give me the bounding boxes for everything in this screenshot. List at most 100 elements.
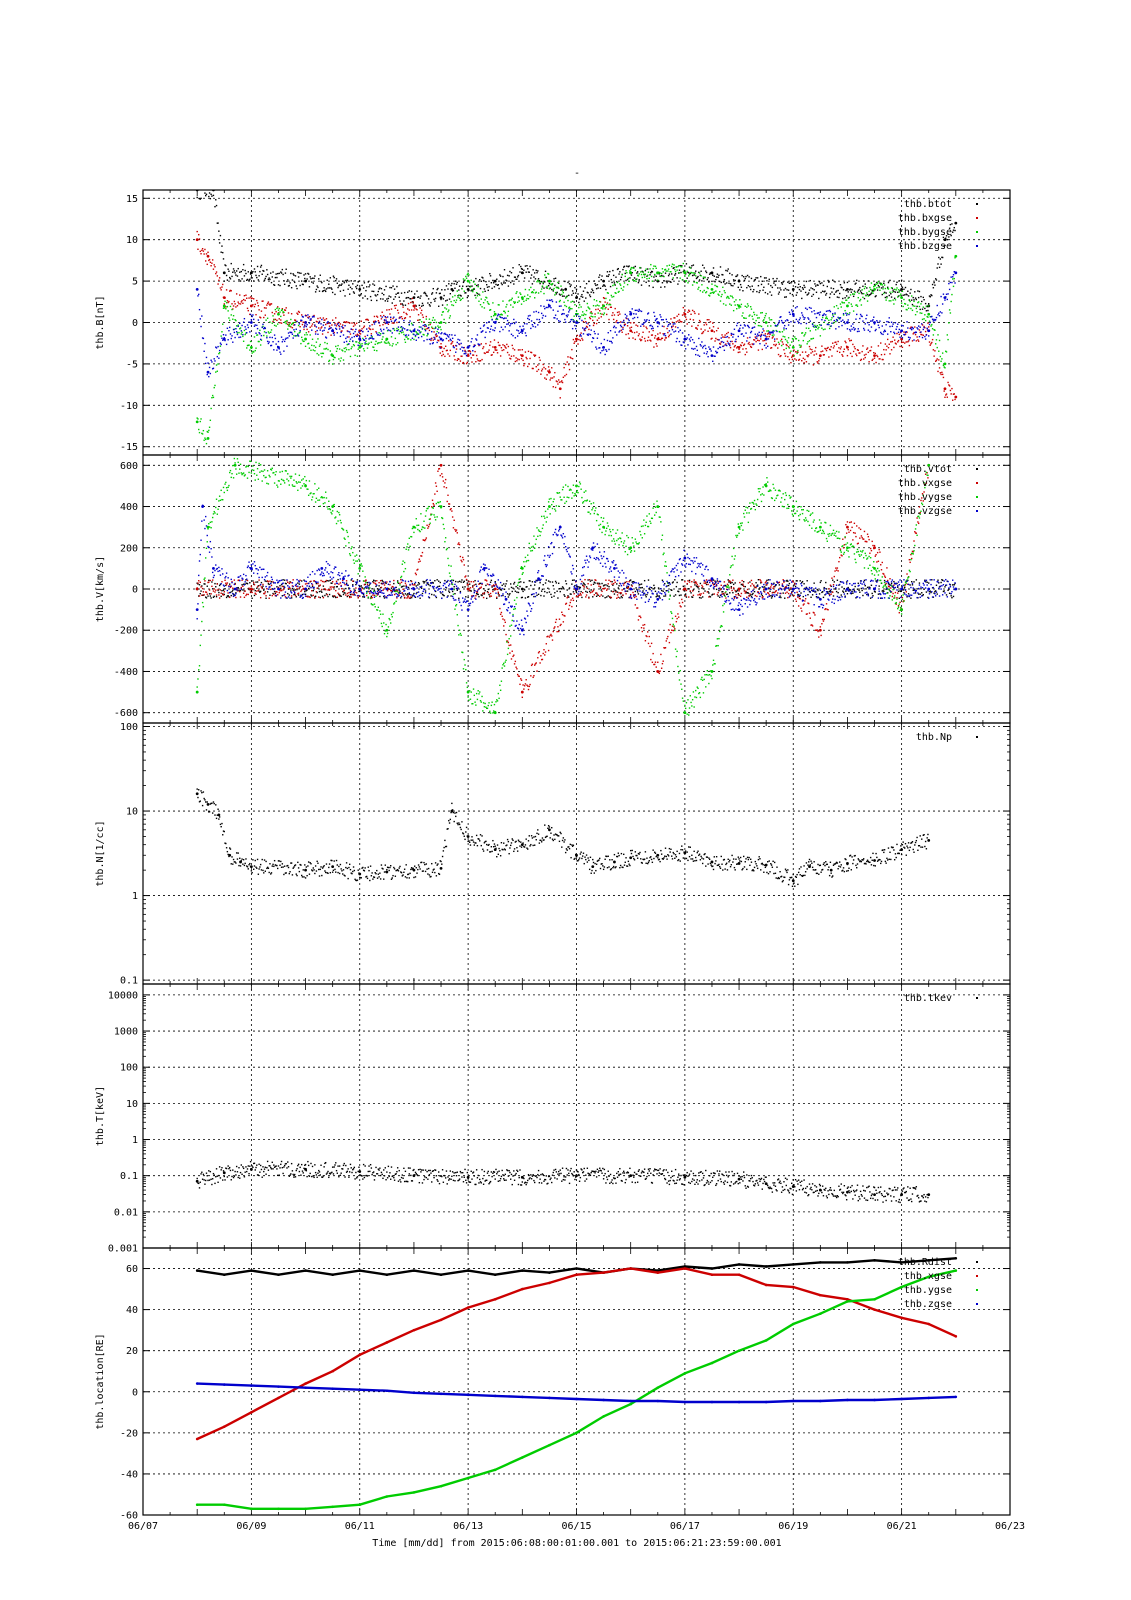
data-point xyxy=(793,315,795,317)
data-point xyxy=(872,290,874,292)
data-point xyxy=(787,281,789,283)
data-point xyxy=(818,324,821,326)
data-point xyxy=(620,276,623,279)
data-point xyxy=(849,330,852,332)
data-point xyxy=(428,304,431,306)
data-point xyxy=(873,323,876,325)
data-point xyxy=(811,323,814,326)
data-point xyxy=(287,312,290,314)
data-point xyxy=(761,280,763,282)
data-point xyxy=(458,343,461,346)
data-point xyxy=(732,333,735,336)
data-point xyxy=(567,314,569,316)
data-point xyxy=(196,230,198,233)
data-point xyxy=(383,314,385,317)
data-point xyxy=(604,353,606,356)
data-point xyxy=(468,289,470,292)
data-point xyxy=(452,345,455,347)
data-point xyxy=(346,279,349,281)
data-point xyxy=(554,386,557,389)
data-point xyxy=(410,580,412,582)
data-point xyxy=(608,273,610,276)
data-point xyxy=(293,329,295,331)
data-point xyxy=(775,329,777,332)
data-point xyxy=(540,280,542,283)
data-point xyxy=(374,294,376,296)
data-point xyxy=(336,585,339,588)
data-point xyxy=(781,331,784,333)
data-point xyxy=(355,581,358,584)
data-point xyxy=(482,325,485,327)
data-point xyxy=(935,359,938,362)
data-point xyxy=(751,327,753,330)
data-point xyxy=(294,275,297,277)
data-point xyxy=(871,320,873,322)
data-point xyxy=(843,348,846,350)
y-tick-label: 15 xyxy=(126,194,138,205)
data-point xyxy=(835,320,837,323)
data-point xyxy=(905,293,907,295)
data-point xyxy=(486,351,488,353)
data-point xyxy=(791,356,793,358)
data-point xyxy=(374,343,376,346)
data-point xyxy=(465,285,468,288)
data-point xyxy=(412,594,414,596)
data-point xyxy=(197,183,198,184)
data-point xyxy=(499,313,502,316)
data-point xyxy=(797,320,799,323)
data-point xyxy=(242,583,245,585)
data-point xyxy=(815,291,818,294)
data-point xyxy=(706,351,709,353)
data-point xyxy=(757,324,760,327)
data-point xyxy=(423,340,425,342)
data-point xyxy=(821,345,823,347)
data-point xyxy=(803,335,805,337)
data-point xyxy=(931,328,934,330)
data-point xyxy=(756,333,759,335)
data-point xyxy=(752,290,754,293)
data-point xyxy=(607,275,609,278)
data-point xyxy=(580,335,582,337)
data-point xyxy=(262,269,264,272)
data-point xyxy=(770,284,772,287)
data-point xyxy=(259,316,261,318)
data-point xyxy=(793,280,795,282)
data-point xyxy=(346,595,349,598)
data-point xyxy=(811,322,814,325)
data-point xyxy=(472,289,474,292)
data-point xyxy=(900,341,903,344)
data-point xyxy=(568,307,570,309)
data-point xyxy=(722,591,724,593)
data-point xyxy=(906,331,908,333)
data-point xyxy=(491,354,493,356)
data-point xyxy=(385,316,387,319)
data-point xyxy=(808,327,810,330)
data-point xyxy=(377,342,380,344)
data-point xyxy=(412,333,414,335)
data-point xyxy=(275,325,277,327)
data-point xyxy=(657,595,659,597)
data-point xyxy=(863,297,866,300)
data-point xyxy=(581,339,584,341)
data-point xyxy=(251,597,253,599)
data-point xyxy=(495,318,497,321)
data-point xyxy=(466,354,470,358)
data-point xyxy=(518,358,520,361)
data-point xyxy=(429,323,431,326)
data-point xyxy=(592,337,594,339)
data-point xyxy=(624,323,626,326)
data-point xyxy=(731,295,733,298)
data-point xyxy=(287,332,290,334)
data-point xyxy=(349,593,352,596)
data-point xyxy=(557,310,559,312)
data-point xyxy=(329,322,332,324)
data-point xyxy=(701,332,703,335)
data-point xyxy=(521,298,524,301)
data-point xyxy=(235,274,237,276)
data-point xyxy=(530,584,532,587)
data-point xyxy=(584,327,586,330)
data-point xyxy=(865,295,867,297)
data-point xyxy=(866,293,869,296)
data-point xyxy=(357,344,359,347)
data-point xyxy=(338,328,341,330)
